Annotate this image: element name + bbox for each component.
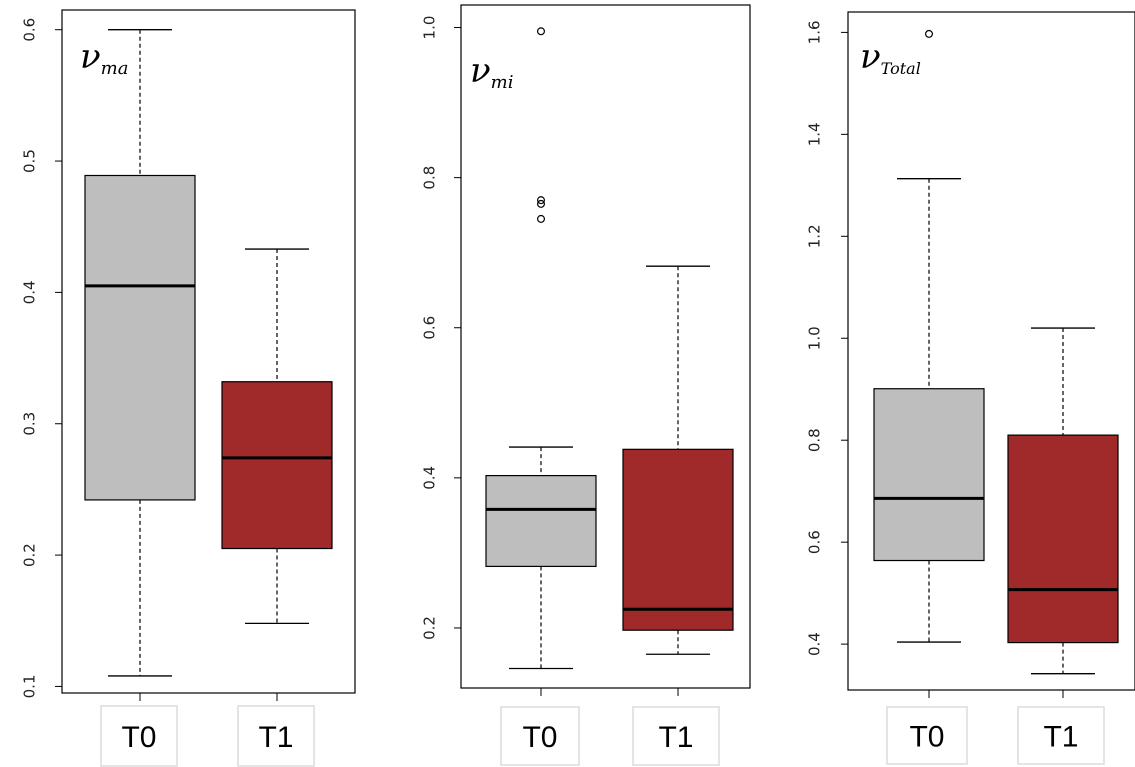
y-tick-label: 0.2 [421, 616, 439, 640]
outlier-point [536, 199, 545, 208]
box-T1 [1007, 327, 1119, 675]
box-T1 [221, 248, 333, 625]
panel-title: νmi [470, 51, 514, 93]
category-label: T1 [1043, 721, 1078, 754]
plot-frame [61, 9, 356, 694]
outlier-point [536, 214, 545, 223]
panel-3: 0.4 0.6 0.8 1.0 1.2 1.4 1.6 T0 T1 νTotal [806, 11, 1135, 765]
y-tick-label: 0.4 [21, 280, 39, 304]
y-tick-label: 0.1 [21, 675, 39, 699]
category-label: T0 [522, 721, 557, 754]
outlier-point [536, 27, 545, 36]
y-tick-label: 1.4 [806, 122, 824, 146]
plot-frame [847, 11, 1135, 691]
outlier-point [536, 196, 545, 205]
y-tick-label: 1.6 [806, 20, 824, 44]
box-body [1007, 434, 1119, 644]
category-label-box [500, 706, 580, 766]
category-label-box [237, 705, 315, 767]
y-tick-label: 0.2 [21, 543, 39, 567]
category-label: T0 [909, 721, 944, 754]
y-tick-label: 0.6 [421, 316, 439, 340]
y-tick-label: 0.5 [21, 149, 39, 173]
y-tick-label: 0.8 [421, 166, 439, 190]
panel-title: νma [80, 37, 128, 79]
category-label-box [100, 705, 178, 767]
box-T0 [873, 29, 985, 643]
y-tick-label: 1.2 [806, 224, 824, 248]
box-body [84, 174, 196, 501]
plot-frame [460, 4, 751, 689]
y-tick-label: 0.8 [806, 428, 824, 452]
category-label: T0 [121, 721, 156, 754]
y-tick-label: 0.6 [806, 530, 824, 554]
category-label-box [632, 706, 720, 766]
category-label-box [886, 706, 968, 765]
box-T0 [84, 29, 196, 677]
category-label: T1 [258, 721, 293, 754]
y-tick-label: 1.0 [806, 326, 824, 350]
category-label-box [1017, 706, 1105, 765]
box-T1 [622, 265, 734, 655]
box-body [485, 474, 597, 568]
box-body [622, 448, 734, 631]
y-tick-label: 0.6 [21, 18, 39, 42]
box-body [873, 388, 985, 562]
box-body [221, 381, 333, 550]
y-tick-label: 0.4 [421, 466, 439, 490]
y-tick-label: 0.3 [21, 412, 39, 436]
y-tick-label: 1.0 [421, 16, 439, 40]
panel-1: 0.1 0.2 0.3 0.4 0.5 0.6 T0 T1 νma [21, 9, 356, 767]
outlier-point [924, 29, 933, 38]
box-T0 [485, 27, 597, 670]
panel-title: νTotal [860, 37, 921, 78]
y-tick-label: 0.4 [806, 632, 824, 656]
category-label: T1 [658, 721, 693, 754]
panel-2: 0.2 0.4 0.6 0.8 1.0 T0 T1 νmi [421, 4, 751, 766]
